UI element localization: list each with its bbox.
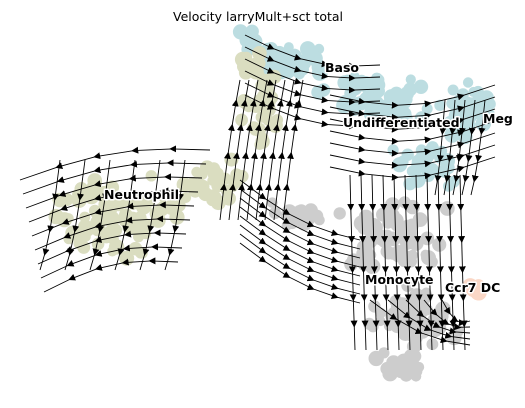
cell-point [409, 300, 420, 311]
streamline [37, 229, 187, 265]
cell-point [220, 184, 233, 197]
cell-point [396, 356, 407, 367]
cell-point [452, 325, 464, 337]
cell-point [413, 79, 429, 95]
streamline [64, 159, 86, 271]
cell-point [260, 73, 276, 89]
streamline [164, 159, 186, 271]
cell-point [435, 301, 451, 318]
cell-point [426, 256, 438, 268]
cell-point [206, 193, 219, 207]
cell-point [207, 168, 220, 181]
streamline [470, 99, 486, 196]
streamline [22, 159, 207, 195]
cell-point [317, 83, 331, 97]
cell-point [77, 219, 93, 234]
streamline [329, 84, 496, 109]
cell-point [386, 247, 400, 260]
cell-point [405, 74, 416, 85]
streamline [139, 159, 161, 271]
cell-point [245, 38, 258, 50]
streamline [446, 174, 457, 351]
cell-point [421, 103, 433, 115]
cluster-label-monocyte: Monocyte [365, 272, 434, 287]
streamline [434, 99, 447, 196]
streamline [452, 99, 466, 196]
cell-point [416, 325, 430, 339]
cell-point [193, 178, 205, 190]
streamline [40, 243, 183, 279]
cell-point [400, 363, 413, 376]
cell-point [405, 199, 420, 215]
cell-point [73, 236, 87, 250]
streamline [329, 96, 496, 121]
cluster-label-undifferentiated: Undifferentiated [343, 115, 460, 130]
cell-point [109, 223, 123, 237]
streamline [329, 108, 496, 133]
cell-point [333, 207, 346, 220]
cell-point [357, 76, 373, 91]
streamline [369, 174, 380, 351]
velocity-streamlines [19, 34, 496, 351]
streamline [461, 99, 476, 196]
cell-point [472, 279, 485, 292]
streamline [89, 159, 111, 271]
streamline [457, 174, 468, 351]
streamline [441, 299, 471, 327]
cell-point [388, 209, 400, 221]
streamline [19, 145, 211, 181]
streamline [244, 94, 381, 130]
cluster-label-neutrophil: Neutrophil [104, 187, 179, 202]
streamline [358, 174, 369, 351]
cell-point [426, 338, 439, 351]
cell-point [240, 51, 253, 64]
cell-point [387, 144, 399, 156]
cell-point [391, 295, 403, 307]
chart-title: Velocity larryMult+sct total [173, 9, 343, 24]
cell-point [368, 350, 384, 367]
cluster-label-baso: Baso [325, 60, 359, 75]
cell-point [252, 46, 267, 61]
streamline [43, 257, 179, 293]
streamline [34, 215, 191, 251]
streamline [114, 159, 136, 271]
cell-point [72, 188, 84, 201]
cell-point [89, 177, 102, 190]
cell-point [382, 366, 398, 382]
cell-point [283, 42, 294, 53]
cell-point [293, 205, 305, 217]
cell-point [396, 155, 409, 168]
cell-point [447, 84, 459, 96]
cell-point [479, 98, 491, 109]
cell-point [376, 207, 390, 222]
cluster-label-meg: Meg [483, 111, 513, 126]
cell-point [145, 170, 157, 182]
cell-point [462, 77, 474, 88]
cell-point [339, 95, 351, 106]
cell-point [230, 168, 243, 181]
cell-point [389, 86, 404, 101]
cell-point [404, 255, 417, 268]
cluster-label-ccr7-dc: Ccr7 DC [445, 280, 500, 295]
streamline [443, 99, 457, 196]
cell-point [294, 58, 306, 70]
cell-point [432, 237, 447, 252]
streamline [39, 159, 61, 271]
cell-point [472, 85, 484, 98]
streamline [347, 174, 358, 351]
cell-point [108, 239, 125, 255]
cell-point [410, 365, 421, 376]
cell-point [314, 214, 325, 226]
streamline [239, 242, 361, 304]
cell-point [367, 321, 379, 333]
streamline [380, 174, 391, 351]
cell-point [195, 168, 208, 181]
cell-point [439, 201, 455, 216]
cell-point [366, 249, 377, 261]
